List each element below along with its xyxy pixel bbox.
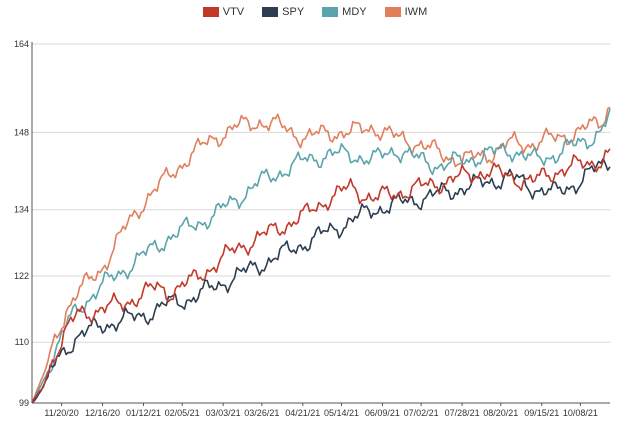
legend-item-mdy[interactable]: MDY — [322, 4, 367, 20]
series-line-vtv — [31, 148, 611, 404]
legend-item-spy[interactable]: SPY — [262, 4, 304, 20]
legend-label: IWM — [404, 6, 428, 18]
series-line-iwm — [31, 106, 611, 404]
x-tick-label: 12/16/20 — [85, 408, 120, 418]
legend-item-vtv[interactable]: VTV — [202, 4, 245, 20]
y-tick-label: 99 — [19, 398, 29, 408]
x-tick-label: 03/03/21 — [206, 408, 241, 418]
axis-layer: 99 110 122 134 148 164 11/20/20 12/16/20 01/12/2… — [14, 39, 610, 418]
legend-swatch — [262, 7, 279, 17]
series-layer — [31, 106, 611, 404]
legend-item-iwm[interactable]: IWM — [384, 4, 428, 20]
x-tick-label: 10/08/21 — [563, 408, 598, 418]
legend-swatch — [322, 7, 339, 17]
x-tick-label: 09/15/21 — [524, 408, 559, 418]
x-tick-label: 02/05/21 — [165, 408, 200, 418]
x-tick-label: 08/20/21 — [483, 408, 518, 418]
legend-label: MDY — [342, 6, 367, 18]
x-tick-label: 01/12/21 — [126, 408, 161, 418]
legend-swatch — [384, 7, 401, 17]
x-tick-label: 03/26/21 — [244, 408, 279, 418]
x-tick-label: 07/02/21 — [404, 408, 439, 418]
legend: VTV SPY MDY IWM — [0, 4, 630, 20]
series-line-mdy — [31, 108, 611, 404]
y-tick-label: 134 — [14, 205, 29, 215]
y-tick-label: 110 — [15, 337, 29, 347]
legend-swatch — [202, 7, 219, 17]
legend-label: SPY — [282, 6, 305, 18]
x-tick-label: 06/09/21 — [365, 408, 400, 418]
y-tick-label: 148 — [14, 127, 29, 137]
x-tick-label: 07/28/21 — [445, 408, 480, 418]
y-tick-label: 164 — [14, 39, 29, 49]
x-tick-label: 05/14/21 — [324, 408, 359, 418]
x-tick-label: 04/21/21 — [285, 408, 320, 418]
x-tick-label: 11/20/20 — [44, 408, 78, 418]
series-line-spy — [31, 157, 611, 404]
legend-label: VTV — [222, 6, 245, 18]
y-tick-label: 122 — [14, 271, 29, 281]
grid-layer — [32, 43, 610, 404]
